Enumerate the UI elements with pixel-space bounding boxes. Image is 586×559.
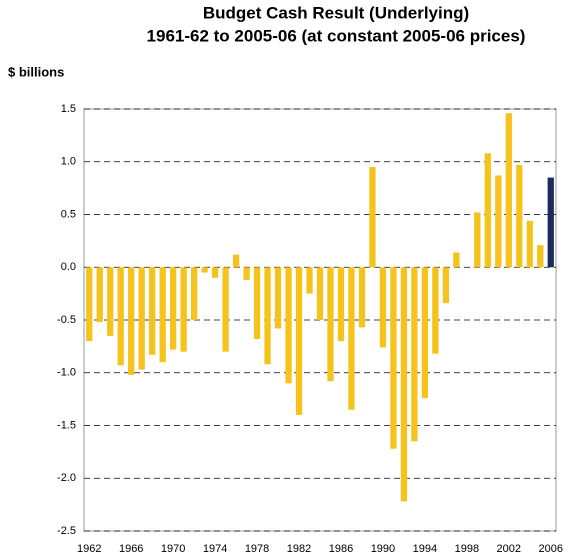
bar: [348, 267, 355, 410]
bar: [264, 267, 271, 365]
bar: [117, 267, 124, 366]
bar: [274, 267, 282, 329]
bar: [128, 267, 135, 375]
x-tick-label: 2006: [539, 543, 563, 555]
bar: [96, 267, 103, 323]
y-tick-label: -0.5: [57, 314, 76, 326]
x-tick-label: 1994: [413, 543, 437, 555]
bar: [306, 267, 313, 294]
bar: [432, 267, 439, 354]
bar: [411, 267, 418, 442]
bar: [537, 245, 544, 268]
x-tick-label: 1966: [119, 543, 143, 555]
bar: [369, 167, 376, 268]
x-tick-label: 1990: [371, 543, 395, 555]
bar: [285, 267, 292, 384]
bar: [358, 267, 366, 328]
chart-title: 1961-62 to 2005-06 (at constant 2005-06 …: [147, 26, 526, 45]
y-tick-label: 1.5: [61, 103, 76, 115]
bar: [211, 267, 219, 278]
bar: [243, 267, 250, 280]
bar: [222, 267, 229, 352]
x-tick-label: 1962: [77, 543, 101, 555]
bar: [400, 267, 408, 502]
bar: [379, 267, 387, 348]
bar: [526, 220, 533, 268]
y-tick-label: -2.5: [57, 525, 76, 537]
y-tick-label: 0.5: [61, 208, 76, 220]
y-axis-label: $ billions: [8, 64, 64, 79]
bar: [201, 267, 208, 273]
y-tick-label: -1.0: [57, 367, 76, 379]
bar: [180, 267, 187, 352]
bar: [421, 267, 429, 399]
bar: [474, 212, 481, 268]
y-tick-label: 1.0: [61, 156, 76, 168]
bar: [170, 267, 177, 350]
bar: [390, 267, 397, 449]
chart-title: Budget Cash Result (Underlying): [203, 3, 469, 22]
x-tick-label: 2002: [497, 543, 521, 555]
bar: [316, 267, 324, 320]
bar: [516, 164, 523, 268]
x-tick-label: 1986: [329, 543, 353, 555]
bar: [138, 267, 145, 370]
x-tick-label: 1978: [245, 543, 269, 555]
bar: [253, 267, 261, 339]
bar: [159, 267, 166, 363]
x-tick-label: 1974: [203, 543, 227, 555]
bar: [484, 153, 491, 268]
bar: [547, 177, 554, 268]
bar: [232, 254, 240, 268]
y-tick-label: -1.5: [57, 419, 76, 431]
bar: [107, 267, 114, 336]
bar: [149, 267, 156, 355]
bar: [295, 267, 303, 415]
bar: [337, 267, 345, 342]
bar: [86, 267, 93, 342]
x-tick-label: 1998: [455, 543, 479, 555]
bar: [453, 252, 460, 268]
bar: [442, 267, 450, 304]
bar: [495, 175, 502, 268]
y-tick-label: 0.0: [61, 261, 76, 273]
bar: [190, 267, 198, 320]
x-tick-label: 1982: [287, 543, 311, 555]
bar: [327, 267, 334, 382]
bar: [505, 113, 512, 268]
y-tick-label: -2.0: [57, 472, 76, 484]
x-tick-label: 1970: [161, 543, 185, 555]
